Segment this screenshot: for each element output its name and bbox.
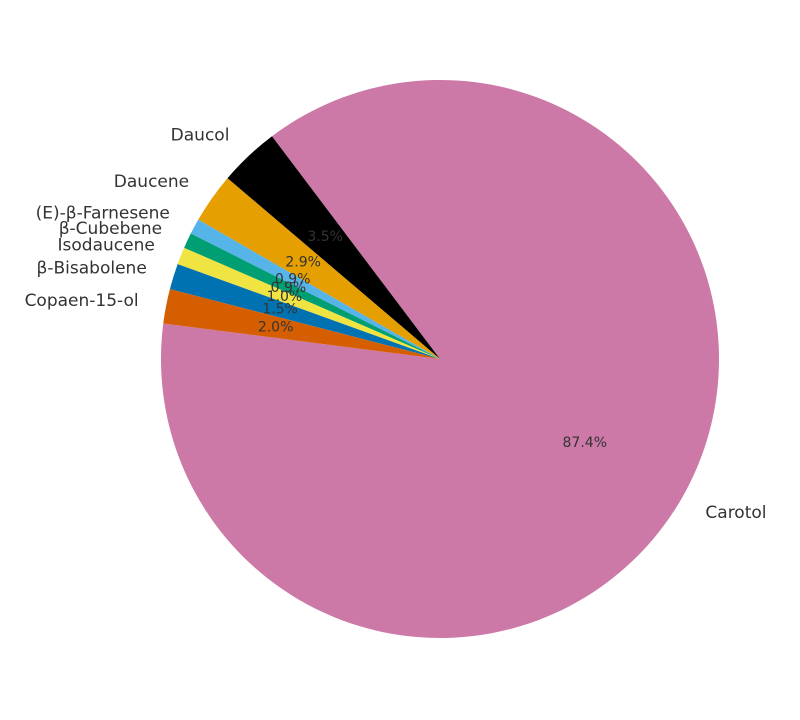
- percent-label: 1.0%: [267, 289, 303, 305]
- pie-slice: [160, 79, 719, 638]
- slice-label: β-Cubebene: [59, 219, 162, 239]
- percent-label: 87.4%: [563, 435, 607, 451]
- slice-label: Daucene: [114, 172, 189, 192]
- pie-slice: [190, 219, 440, 359]
- pie-slice: [227, 136, 440, 359]
- pie-slice: [169, 264, 440, 359]
- slice-label: Copaen-15-ol: [25, 291, 139, 311]
- slice-label: Isodaucene: [58, 236, 155, 256]
- pie-slice: [177, 247, 441, 359]
- slice-label: β-Bisabolene: [37, 258, 147, 278]
- percent-label: 1.5%: [262, 302, 298, 318]
- labels: Carotol 87.4% Daucol 3.5% Daucene 2.9% (E)-β-F…: [25, 126, 767, 523]
- slice-label: (E)-β-Farnesene: [36, 203, 170, 223]
- slices: [160, 79, 719, 638]
- percent-label: 2.0%: [258, 319, 294, 335]
- pie-slice: [198, 178, 440, 359]
- slice-label: Daucol: [171, 126, 230, 146]
- percent-label: 2.9%: [285, 255, 321, 271]
- percent-label: 0.9%: [271, 280, 307, 296]
- percent-label: 0.9%: [275, 272, 311, 288]
- percent-label: 3.5%: [307, 229, 343, 245]
- pie-slice: [163, 289, 440, 359]
- slice-label: Carotol: [705, 503, 766, 523]
- pie-slice: [184, 233, 440, 359]
